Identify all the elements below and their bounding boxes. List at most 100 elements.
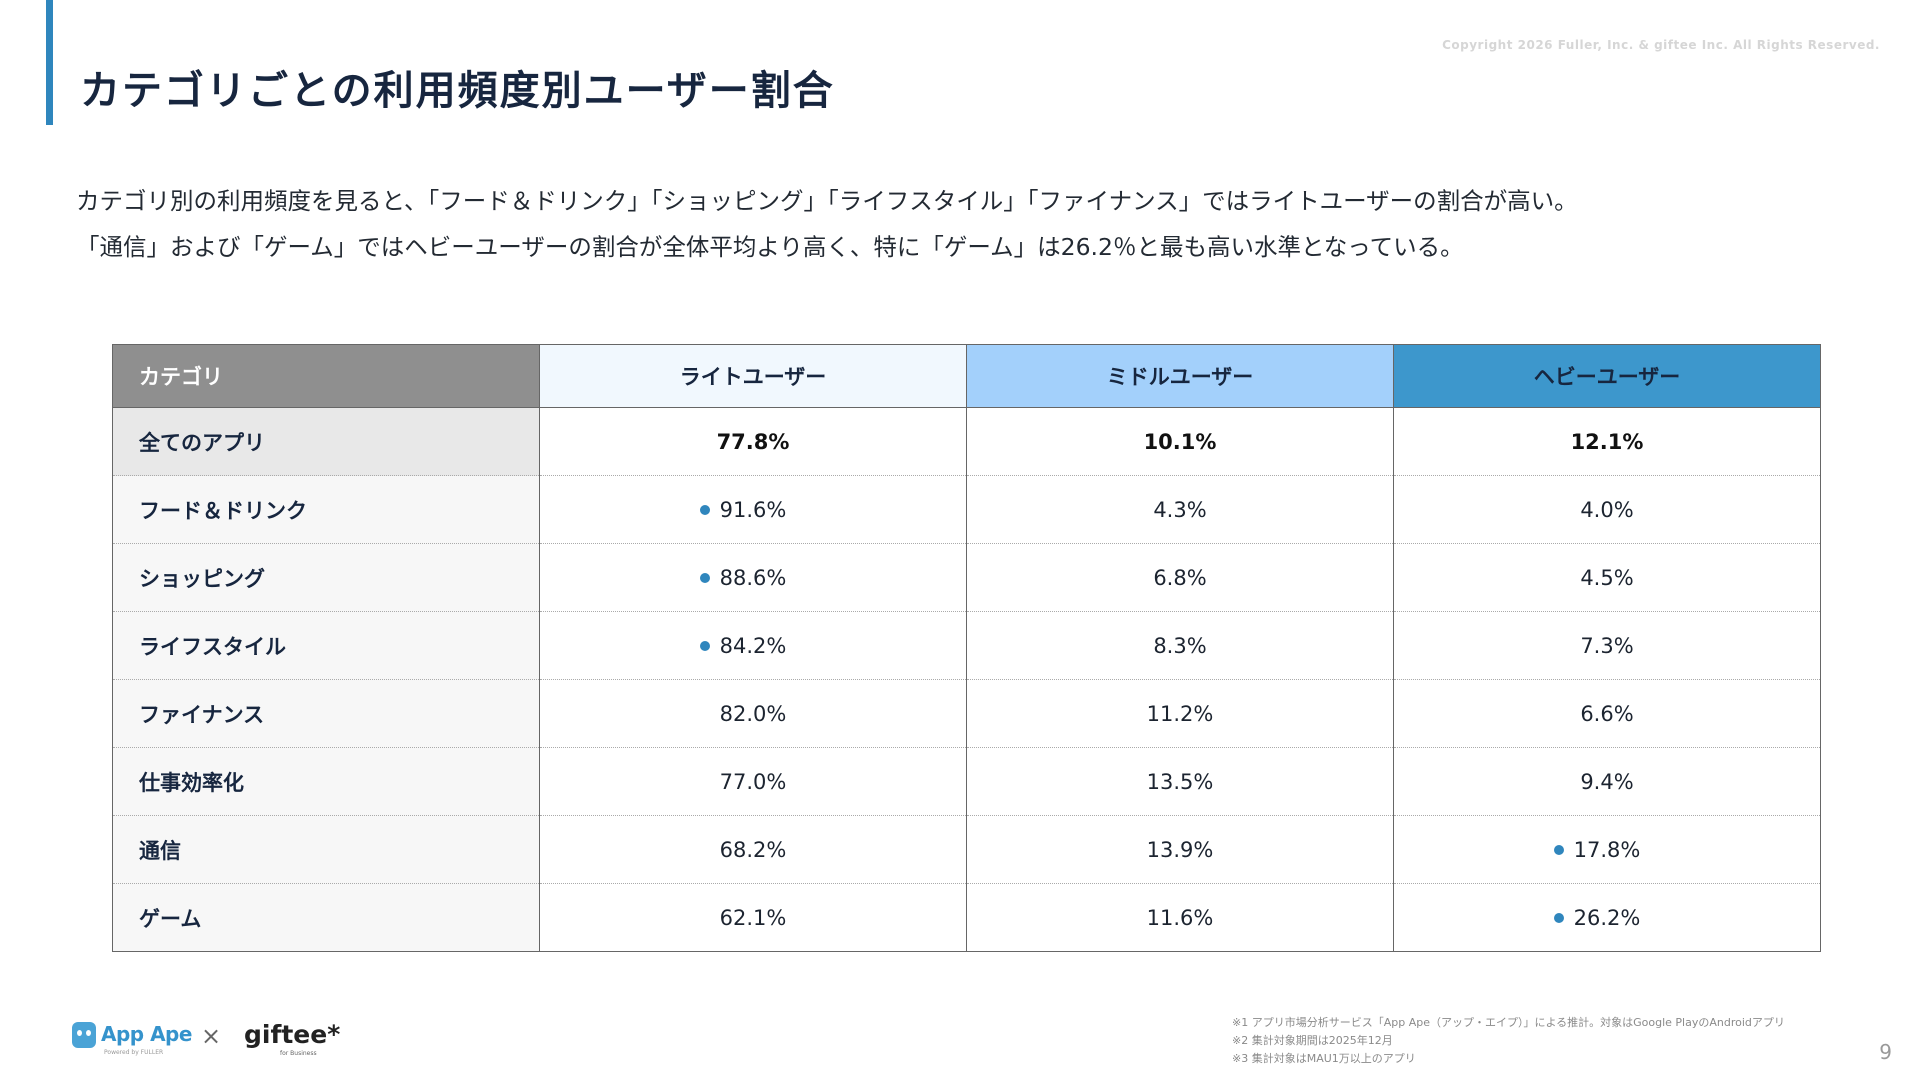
times-symbol: × xyxy=(201,1022,222,1050)
category-cell: 仕事効率化 xyxy=(112,747,540,816)
percentage-text: 88.6% xyxy=(719,565,787,590)
powered-by-text: Powered by FULLER xyxy=(104,1049,164,1056)
light-user-value: 77.0% xyxy=(720,770,787,794)
highlight-dot-icon xyxy=(1553,912,1564,923)
heavy-user-cell: 6.6% xyxy=(1393,679,1821,748)
usage-frequency-table: カテゴリ ライトユーザー ミドルユーザー ヘビーユーザー 全てのアプリ 77.8%… xyxy=(112,344,1821,952)
highlight-dot-icon xyxy=(1553,844,1564,855)
percentage-text: 10.1% xyxy=(1143,429,1217,454)
description: カテゴリ別の利用頻度を見ると、「フード＆ドリンク」「ショッピング」「ライフスタイ… xyxy=(76,178,1578,270)
heavy-user-cell: 7.3% xyxy=(1393,611,1821,680)
percentage-text: 17.8% xyxy=(1573,837,1641,862)
highlight-dot-icon xyxy=(699,572,710,583)
percentage-text: 6.8% xyxy=(1153,565,1207,590)
middle-user-cell: 11.6% xyxy=(966,883,1394,952)
light-user-cell: 68.2% xyxy=(539,815,967,884)
heavy-user-value: 4.0% xyxy=(1580,498,1633,522)
light-user-value: 68.2% xyxy=(720,838,787,862)
category-cell: 全てのアプリ xyxy=(112,407,540,476)
header-category: カテゴリ xyxy=(112,344,540,408)
percentage-text: 62.1% xyxy=(719,905,787,930)
percentage-text: 7.3% xyxy=(1580,633,1634,658)
footnote: ※3 集計対象はMAU1万以上のアプリ xyxy=(1232,1052,1416,1065)
footnotes: ※1 アプリ市場分析サービス「App Ape（アップ・エイプ）」による推計。対象… xyxy=(1232,1014,1785,1068)
middle-user-cell: 11.2% xyxy=(966,679,1394,748)
light-user-value: 84.2% xyxy=(699,633,787,658)
table-row: フード＆ドリンク 91.6% 4.3% 4.0% xyxy=(112,475,1821,544)
category-cell: フード＆ドリンク xyxy=(112,475,540,544)
heavy-user-value: 6.6% xyxy=(1580,702,1633,726)
giftee-logo-text: giftee* xyxy=(244,1020,341,1049)
percentage-text: 4.3% xyxy=(1153,497,1207,522)
middle-user-value: 11.2% xyxy=(1147,702,1214,726)
table-header-row: カテゴリ ライトユーザー ミドルユーザー ヘビーユーザー xyxy=(112,344,1821,408)
table-row: 全てのアプリ 77.8% 10.1% 12.1% xyxy=(112,407,1821,476)
percentage-text: 26.2% xyxy=(1573,905,1641,930)
heavy-user-cell: 9.4% xyxy=(1393,747,1821,816)
percentage-text: 12.1% xyxy=(1570,429,1644,454)
light-user-cell: 77.8% xyxy=(539,407,967,476)
table-row: ライフスタイル 84.2% 8.3% 7.3% xyxy=(112,611,1821,680)
middle-user-cell: 13.5% xyxy=(966,747,1394,816)
heavy-user-cell: 17.8% xyxy=(1393,815,1821,884)
highlight-dot-icon xyxy=(699,640,710,651)
light-user-cell: 82.0% xyxy=(539,679,967,748)
light-user-cell: 77.0% xyxy=(539,747,967,816)
percentage-text: 11.2% xyxy=(1146,701,1214,726)
app-ape-logo-icon xyxy=(72,1022,96,1048)
table-row: ゲーム 62.1% 11.6% 26.2% xyxy=(112,883,1821,952)
middle-user-cell: 13.9% xyxy=(966,815,1394,884)
light-user-value: 82.0% xyxy=(720,702,787,726)
light-user-cell: 84.2% xyxy=(539,611,967,680)
heavy-user-cell: 4.0% xyxy=(1393,475,1821,544)
heavy-user-value: 4.5% xyxy=(1580,566,1633,590)
percentage-text: 77.0% xyxy=(719,769,787,794)
light-user-cell: 91.6% xyxy=(539,475,967,544)
light-user-cell: 88.6% xyxy=(539,543,967,612)
percentage-text: 77.8% xyxy=(716,429,790,454)
highlight-dot-icon xyxy=(699,504,710,515)
description-line: 「通信」および「ゲーム」ではヘビーユーザーの割合が全体平均より高く、特に「ゲーム… xyxy=(76,233,1464,261)
middle-user-value: 13.5% xyxy=(1147,770,1214,794)
light-user-value: 62.1% xyxy=(720,906,787,930)
footnote: ※1 アプリ市場分析サービス「App Ape（アップ・エイプ）」による推計。対象… xyxy=(1232,1016,1785,1029)
giftee-sub-text: for Business xyxy=(280,1050,317,1057)
heavy-user-value: 7.3% xyxy=(1580,634,1633,658)
slide-title: カテゴリごとの利用頻度別ユーザー割合 xyxy=(80,68,835,114)
light-user-value: 77.8% xyxy=(717,430,790,454)
middle-user-value: 6.8% xyxy=(1153,566,1206,590)
percentage-text: 84.2% xyxy=(719,633,787,658)
light-user-value: 91.6% xyxy=(699,497,787,522)
middle-user-value: 13.9% xyxy=(1147,838,1214,862)
header-heavy-user: ヘビーユーザー xyxy=(1393,344,1821,408)
heavy-user-value: 26.2% xyxy=(1553,905,1641,930)
heavy-user-cell: 12.1% xyxy=(1393,407,1821,476)
heavy-user-value: 9.4% xyxy=(1580,770,1633,794)
category-cell: ゲーム xyxy=(112,883,540,952)
header-middle-user: ミドルユーザー xyxy=(966,344,1394,408)
middle-user-value: 8.3% xyxy=(1153,634,1206,658)
percentage-text: 9.4% xyxy=(1580,769,1634,794)
percentage-text: 13.5% xyxy=(1146,769,1214,794)
heavy-user-cell: 26.2% xyxy=(1393,883,1821,952)
middle-user-value: 4.3% xyxy=(1153,498,1206,522)
heavy-user-value: 12.1% xyxy=(1571,430,1644,454)
percentage-text: 8.3% xyxy=(1153,633,1207,658)
footer-logos: App Ape Powered by FULLER × giftee* for … xyxy=(72,1018,340,1064)
category-cell: ショッピング xyxy=(112,543,540,612)
heavy-user-value: 17.8% xyxy=(1553,837,1641,862)
table-row: 仕事効率化 77.0% 13.5% 9.4% xyxy=(112,747,1821,816)
light-user-value: 88.6% xyxy=(699,565,787,590)
table-body: 全てのアプリ 77.8% 10.1% 12.1% フード＆ドリンク 91.6% 4.3% 4.… xyxy=(112,407,1821,952)
title-accent-bar xyxy=(46,0,53,125)
light-user-cell: 62.1% xyxy=(539,883,967,952)
percentage-text: 6.6% xyxy=(1580,701,1634,726)
table-row: 通信 68.2% 13.9% 17.8% xyxy=(112,815,1821,884)
middle-user-cell: 4.3% xyxy=(966,475,1394,544)
percentage-text: 91.6% xyxy=(719,497,787,522)
percentage-text: 68.2% xyxy=(719,837,787,862)
middle-user-cell: 6.8% xyxy=(966,543,1394,612)
middle-user-value: 11.6% xyxy=(1147,906,1214,930)
middle-user-value: 10.1% xyxy=(1144,430,1217,454)
category-cell: 通信 xyxy=(112,815,540,884)
